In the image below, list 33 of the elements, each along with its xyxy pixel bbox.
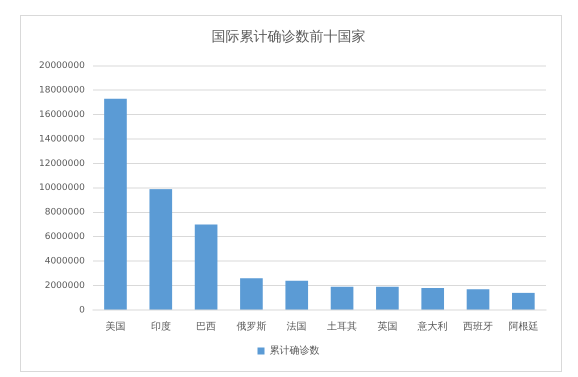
bar	[466, 289, 490, 310]
x-tick-label: 俄罗斯	[236, 320, 266, 333]
bar	[285, 280, 308, 310]
x-tick-label: 意大利	[416, 320, 448, 333]
y-tick-label: 8000000	[44, 208, 86, 218]
chart-title: 国际累计确诊数前十国家	[212, 29, 366, 46]
x-tick-label: 印度	[150, 320, 171, 333]
y-tick-label: 18000000	[38, 86, 86, 96]
bar	[240, 278, 263, 310]
x-tick-label: 英国	[377, 320, 398, 333]
x-tick-label: 西班牙	[463, 320, 494, 333]
y-tick-label: 12000000	[38, 158, 86, 169]
bar	[376, 286, 399, 310]
y-tick-label: 2000000	[44, 280, 86, 291]
bar	[104, 98, 127, 310]
y-tick-label: 16000000	[38, 110, 86, 120]
y-tick-label: 14000000	[38, 134, 86, 144]
x-tick-label: 法国	[286, 320, 307, 333]
bar	[421, 288, 444, 310]
y-tick-label: 20000000	[38, 61, 86, 72]
x-tick-label: 美国	[105, 320, 126, 333]
y-tick-label: 10000000	[38, 183, 86, 194]
bar	[512, 292, 535, 310]
legend-label: 累计确诊数	[270, 344, 320, 357]
x-tick-label: 巴西	[196, 322, 216, 333]
y-tick-label: 6000000	[44, 232, 86, 242]
bar	[330, 286, 354, 310]
y-tick-label: 0	[79, 305, 86, 316]
x-tick-label: 阿根廷	[508, 320, 538, 333]
bar	[149, 189, 172, 310]
bar	[194, 224, 218, 310]
x-tick-label: 土耳其	[327, 320, 358, 333]
y-tick-label: 4000000	[44, 256, 86, 267]
